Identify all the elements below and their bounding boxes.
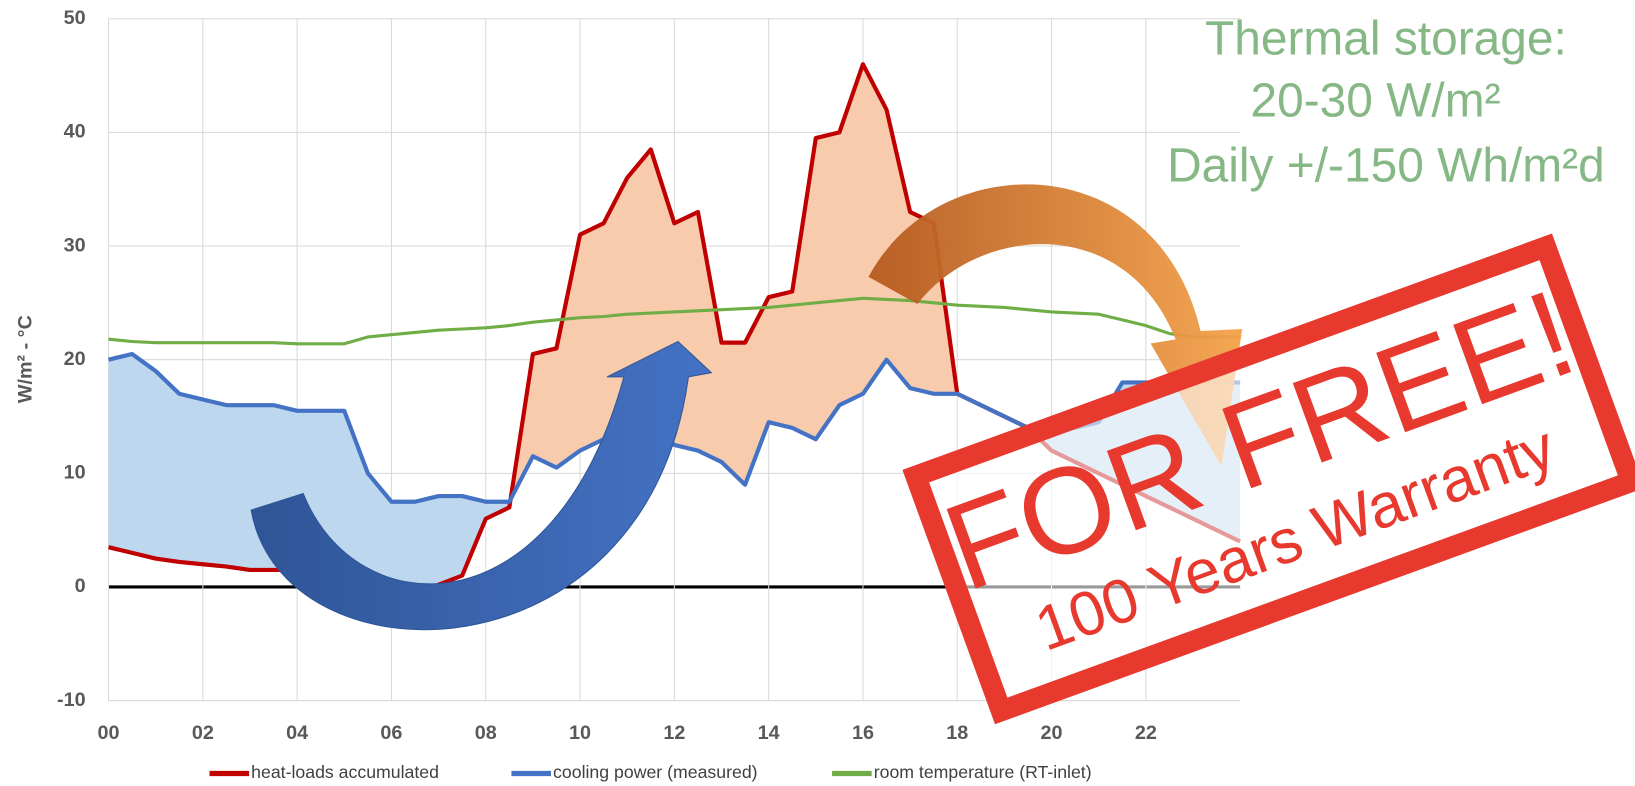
y-tick-label: 10 bbox=[64, 462, 86, 484]
x-tick-label: 04 bbox=[286, 722, 308, 744]
stamp: FOR FREE! 100 Years Warranty bbox=[902, 233, 1635, 725]
y-tick-label: -10 bbox=[57, 689, 86, 711]
annotation: Daily +/-150 Wh/m²d bbox=[1167, 139, 1605, 192]
x-tick-label: 00 bbox=[98, 722, 120, 744]
annotation: Thermal storage: bbox=[1205, 12, 1567, 65]
x-tick-label: 18 bbox=[946, 722, 968, 744]
x-tick-label: 22 bbox=[1135, 722, 1157, 744]
series-line bbox=[108, 296, 1241, 346]
y-tick-label: 30 bbox=[64, 234, 86, 256]
y-tick-label: 20 bbox=[64, 348, 86, 370]
x-tick-label: 20 bbox=[1041, 722, 1063, 744]
x-tick-label: 02 bbox=[192, 722, 214, 744]
release-fill bbox=[108, 64, 1241, 593]
legend-label: cooling power (measured) bbox=[553, 762, 757, 782]
x-tick-label: 14 bbox=[758, 722, 780, 744]
x-tick-label: 10 bbox=[569, 722, 591, 744]
y-tick-label: 0 bbox=[75, 575, 86, 597]
y-tick-label: 50 bbox=[64, 7, 86, 29]
x-tick-label: 08 bbox=[475, 722, 497, 744]
storage-arrow bbox=[250, 340, 713, 631]
x-tick-label: 06 bbox=[380, 722, 402, 744]
legend-label: heat-loads accumulated bbox=[251, 762, 439, 782]
y-axis-label: W/m² - °C bbox=[15, 315, 37, 403]
y-tick-label: 40 bbox=[64, 121, 86, 143]
stamp-frame bbox=[902, 233, 1635, 725]
x-tick-label: 16 bbox=[852, 722, 874, 744]
release-arrow bbox=[868, 184, 1243, 467]
x-tick-label: 12 bbox=[663, 722, 685, 744]
annotation: 20-30 W/m² bbox=[1250, 75, 1500, 128]
legend-label: room temperature (RT-inlet) bbox=[874, 762, 1092, 782]
